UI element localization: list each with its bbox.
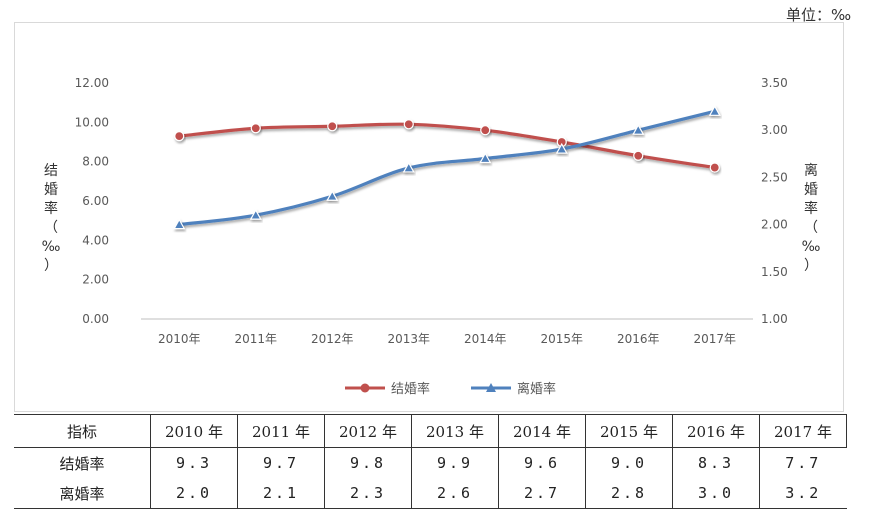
- row-label: 结婚率: [59, 454, 105, 473]
- left-y-tick-label: 2.00: [82, 273, 109, 287]
- table-header-year: 2016 年: [672, 414, 760, 448]
- x-tick-label: 2013年: [387, 332, 430, 346]
- legend-marker: [360, 383, 370, 393]
- series-line-0: [179, 122, 715, 170]
- table-cell: 9.7: [237, 447, 325, 478]
- x-tick-label: 2011年: [234, 332, 277, 346]
- series-0-point: [709, 162, 720, 173]
- left-y-tick-label: 8.00: [82, 155, 109, 169]
- table-cell: 7.7: [759, 447, 847, 478]
- row-label: 离婚率: [14, 478, 151, 509]
- table-cell: 3.0: [672, 478, 760, 509]
- left-y-tick-label: 6.00: [82, 194, 109, 208]
- left-axis-label: 结婚率（‰）: [42, 163, 61, 274]
- x-tick-label: 2014年: [464, 332, 507, 346]
- x-tick-label: 2017年: [693, 332, 736, 346]
- table-header-year: 2012 年: [324, 414, 412, 448]
- series-0-point: [250, 123, 261, 134]
- series-line-1: [179, 109, 716, 227]
- legend-label-1: 离婚率: [517, 381, 556, 397]
- series-1-point: [479, 152, 492, 164]
- table-cell: 3.2: [759, 478, 847, 509]
- series-1-point: [708, 105, 721, 116]
- right-y-tick-label: 3.50: [761, 76, 788, 90]
- table-cell: 9.8: [324, 447, 412, 478]
- table-header-year: 2015 年: [585, 414, 673, 448]
- x-tick-label: 2012年: [311, 332, 354, 346]
- series-1-point: [326, 190, 339, 201]
- right-y-tick-label: 3.00: [761, 123, 788, 137]
- data-table: 指标 2010 年 2011 年 2012 年 2013 年 2014 年 2015 年 20…: [14, 414, 847, 509]
- right-y-tick-label: 1.50: [761, 265, 788, 279]
- table-cell: 9.9: [411, 447, 499, 478]
- x-tick-label: 2016年: [617, 332, 660, 346]
- table-header-indicator: 指标: [14, 414, 151, 448]
- table-header-year: 2010 年: [150, 414, 238, 448]
- series-1-point: [173, 218, 186, 230]
- left-y-tick-label: 10.00: [75, 115, 109, 129]
- table-cell: 2.7: [498, 478, 586, 509]
- series-0-point: [403, 119, 414, 130]
- series-1-point: [632, 123, 645, 135]
- table-header-row: 指标 2010 年 2011 年 2012 年 2013 年 2014 年 2015 年 20…: [14, 414, 847, 448]
- series-0-point: [480, 125, 491, 136]
- table-cell: 2.1: [237, 478, 325, 509]
- left-y-tick-label: 12.00: [75, 76, 109, 90]
- table-cell: 2.6: [411, 478, 499, 509]
- series-1-point: [402, 161, 415, 173]
- x-tick-label: 2015年: [540, 332, 583, 346]
- right-axis-label: 离婚率（‰）: [802, 162, 821, 274]
- left-y-tick-label: 4.00: [82, 233, 109, 247]
- table-cell: 9.0: [585, 447, 673, 478]
- table-header-year: 2011 年: [237, 414, 325, 448]
- table-cell: 9.3: [150, 447, 238, 478]
- table-cell: 9.6: [498, 447, 586, 478]
- right-y-tick-label: 1.00: [761, 312, 788, 326]
- legend-label-0: 结婚率: [391, 381, 430, 397]
- table-header-year: 2013 年: [411, 414, 499, 448]
- table-cell: 2.8: [585, 478, 673, 509]
- series-0-point: [327, 121, 338, 132]
- unit-label: 单位：‰: [786, 6, 852, 24]
- series-1-point: [555, 142, 568, 154]
- right-y-tick-label: 2.00: [761, 218, 788, 232]
- x-tick-label: 2010年: [158, 332, 201, 346]
- table-cell: 2.3: [324, 478, 412, 509]
- table-header-year: 2014 年: [498, 414, 586, 448]
- legend-marker: [486, 383, 496, 392]
- series-1-point: [249, 208, 262, 220]
- right-y-tick-label: 2.50: [761, 170, 788, 184]
- line-chart: 0.00 2.00 4.00 6.00 8.00 10.00 12.00 1.00 1.50 2…: [42, 76, 821, 397]
- series-0-point: [633, 150, 644, 161]
- chart-frame: 0.00 2.00 4.00 6.00 8.00 10.00 12.00 1.00 1.50 2…: [14, 22, 844, 412]
- table-header-year: 2017 年: [759, 414, 847, 448]
- table-cell: 8.3: [672, 447, 760, 478]
- table-row: 离婚率 2.0 2.1 2.3 2.6 2.7 2.8 3.0 3.2: [14, 478, 847, 509]
- table-cell: 2.0: [150, 478, 238, 509]
- table-row: 结婚率 9.3 9.7 9.8 9.9 9.6 9.0 8.3 7.7: [14, 447, 847, 478]
- left-y-tick-label: 0.00: [82, 312, 109, 326]
- series-0-point: [174, 130, 185, 142]
